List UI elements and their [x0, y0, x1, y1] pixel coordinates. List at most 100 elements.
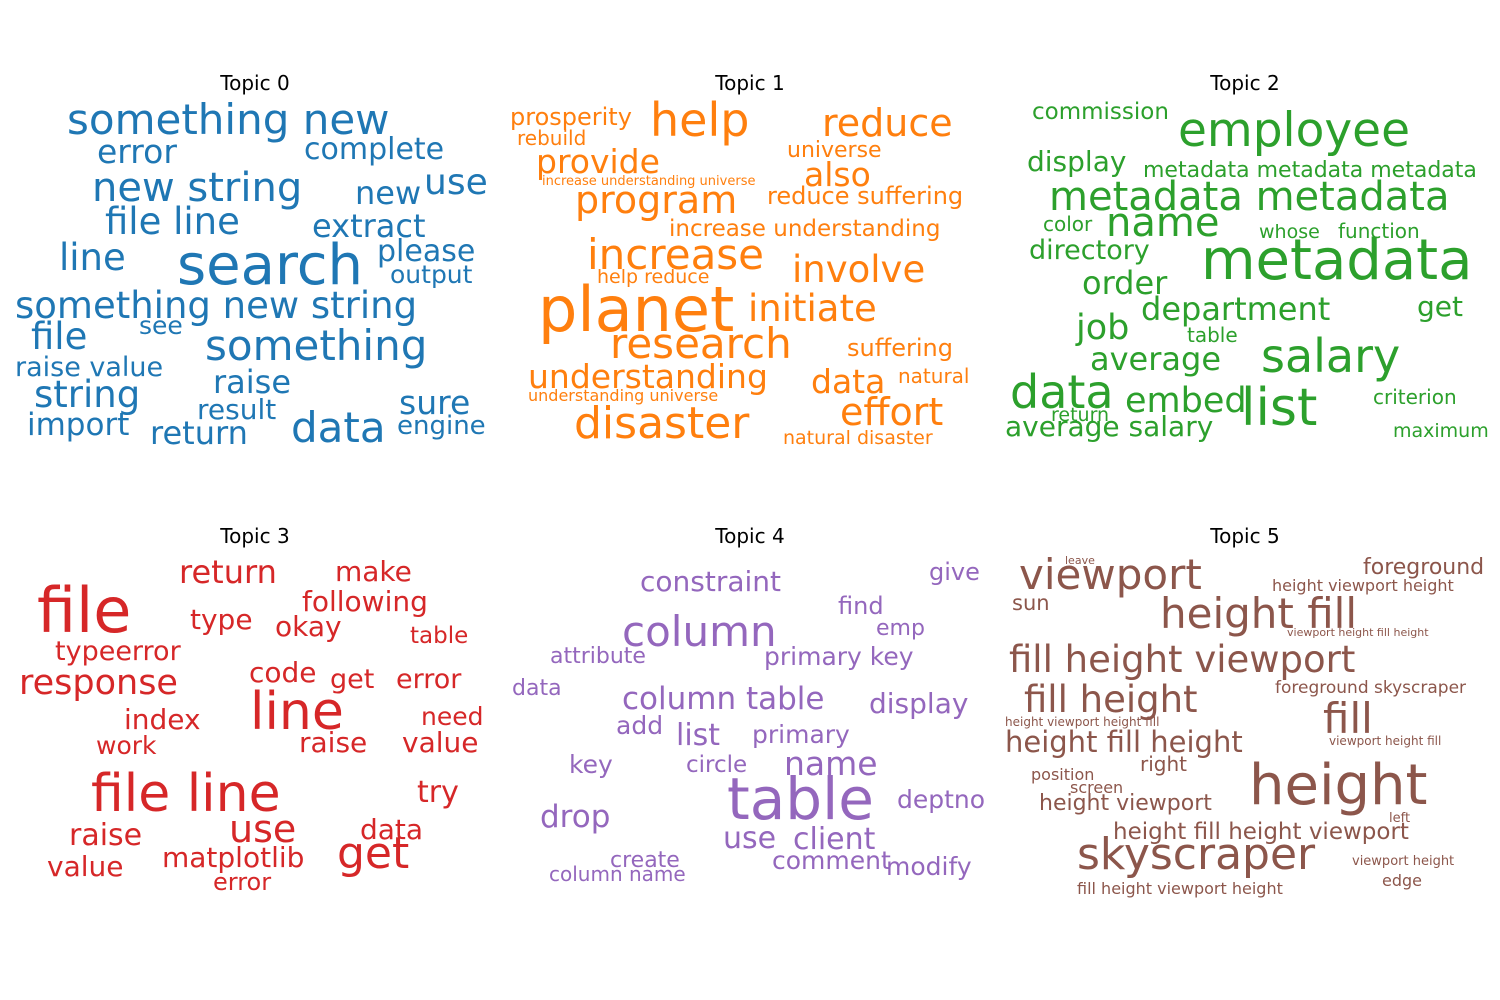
cloud-word: okay [275, 610, 342, 643]
cloud-word: initiate [748, 287, 877, 330]
cloud-word: return [150, 414, 248, 452]
word-cloud: leave viewport foreground height viewpor… [997, 548, 1493, 926]
cloud-word: disaster [574, 398, 750, 449]
cloud-word: name [784, 744, 878, 783]
cloud-word: constraint [640, 565, 782, 598]
wordcloud-panel-topic-2: Topic 2 commission employee display meta… [997, 71, 1493, 473]
cloud-word: column table [622, 681, 825, 717]
cloud-word: employee [1178, 103, 1410, 158]
cloud-word: provide [536, 142, 660, 181]
cloud-word: find [838, 592, 884, 620]
cloud-word: use [723, 821, 777, 856]
cloud-word: salary [1261, 329, 1401, 383]
cloud-word: foreground skyscraper [1275, 678, 1467, 698]
cloud-word: raise value [15, 352, 164, 383]
cloud-word: primary key [764, 642, 914, 671]
cloud-word: file [31, 315, 88, 358]
cloud-word: effort [840, 390, 944, 434]
cloud-word: fill height viewport height [1077, 879, 1283, 898]
cloud-word: circle [686, 752, 748, 778]
cloud-word: reduce [822, 101, 953, 145]
cloud-word: matplotlib [162, 841, 305, 874]
cloud-word: error [213, 868, 272, 896]
cloud-word: understanding universe [528, 386, 719, 405]
cloud-word: maximum [1393, 420, 1489, 442]
cloud-word: embed [1125, 381, 1247, 421]
word-cloud: constraint give find column emp attribut… [502, 548, 998, 926]
cloud-word: file line [105, 200, 240, 243]
cloud-word: prosperity [510, 103, 632, 131]
cloud-word: response [19, 663, 178, 703]
cloud-word: primary [752, 720, 850, 749]
cloud-word: value [402, 726, 479, 759]
cloud-word: viewport [1019, 550, 1202, 599]
cloud-word: engine [397, 411, 486, 441]
cloud-word: line [250, 682, 344, 742]
cloud-word: index [124, 703, 201, 736]
wordcloud-panel-topic-5: Topic 5 leave viewport foreground height… [997, 524, 1493, 926]
cloud-word: try [417, 775, 459, 810]
cloud-word: get [330, 664, 375, 695]
cloud-word: new string [92, 165, 303, 211]
cloud-word: data [811, 362, 886, 401]
cloud-word: raise [69, 818, 143, 853]
cloud-word: list [676, 718, 721, 753]
cloud-word: metadata metadata [1049, 174, 1450, 220]
word-cloud: prosperity help reduce rebuild provide u… [502, 95, 998, 473]
cloud-word: viewport height [1352, 854, 1455, 869]
cloud-word: use [424, 162, 488, 203]
cloud-word: rebuild [517, 126, 587, 150]
cloud-word: string [34, 373, 141, 416]
cloud-word: data [291, 403, 386, 452]
cloud-word: also [804, 155, 871, 194]
cloud-word: raise [213, 363, 292, 401]
cloud-word: drop [540, 799, 611, 835]
cloud-word: complete [304, 132, 445, 167]
cloud-word: viewport height fill [1329, 734, 1442, 748]
panel-title: Topic 5 [1210, 524, 1280, 548]
cloud-word: order [1082, 264, 1168, 302]
cloud-word: job [1076, 308, 1130, 348]
cloud-word: average [1090, 340, 1221, 378]
cloud-word: department [1141, 290, 1331, 328]
cloud-word: something [205, 321, 428, 370]
cloud-word: criterion [1373, 385, 1457, 409]
cloud-word: column [622, 607, 777, 656]
cloud-word: value [47, 850, 124, 883]
cloud-word: search [177, 233, 364, 298]
cloud-word: height viewport height fill [1005, 715, 1160, 729]
cloud-word: list [1241, 378, 1318, 438]
cloud-word: return [179, 553, 277, 591]
cloud-word: left [1389, 811, 1411, 826]
cloud-word: metadata metadata metadata [1143, 158, 1477, 183]
cloud-word: see [139, 311, 183, 340]
cloud-word: return [1051, 404, 1110, 426]
cloud-word: create [610, 848, 680, 873]
cloud-word: deptno [897, 785, 986, 814]
cloud-word: data [1010, 365, 1114, 419]
cloud-word: sure [399, 383, 471, 422]
cloud-word: program [575, 178, 738, 222]
cloud-word: increase understanding [669, 216, 941, 242]
cloud-word: commission [1032, 99, 1169, 125]
cloud-word: fill height viewport [1009, 638, 1356, 681]
cloud-word: something new [67, 95, 390, 144]
cloud-word: raise [299, 726, 368, 759]
wordcloud-panel-topic-0: Topic 0 something new error complete new… [7, 71, 503, 473]
cloud-word: table [727, 765, 874, 833]
cloud-word: client [793, 822, 876, 857]
cloud-word: height viewport height [1272, 576, 1454, 595]
cloud-word: file line [91, 764, 281, 824]
word-cloud: something new error complete new string … [7, 95, 503, 473]
cloud-word: output [390, 260, 473, 289]
cloud-word: screen [1070, 778, 1124, 797]
cloud-word: sun [1012, 591, 1050, 615]
wordcloud-panel-topic-3: Topic 3 return make file following type … [7, 524, 503, 926]
cloud-word: need [421, 702, 484, 731]
cloud-word: type [190, 603, 253, 636]
cloud-word: result [197, 393, 277, 426]
cloud-word: new [355, 174, 422, 212]
cloud-word: key [569, 750, 613, 779]
cloud-word: average salary [1005, 410, 1214, 443]
cloud-word: edge [1382, 871, 1422, 890]
